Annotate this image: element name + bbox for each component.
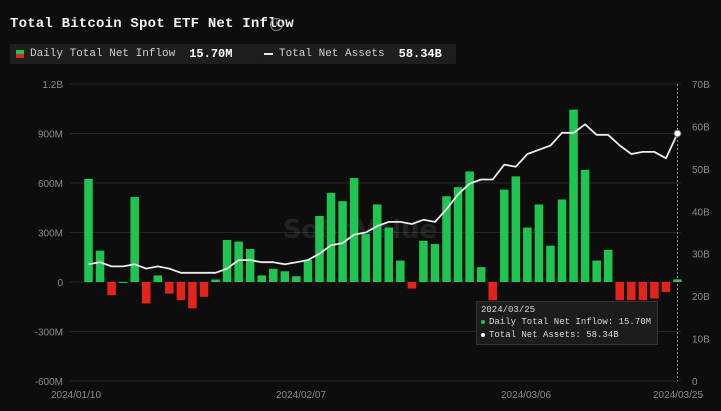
x-tick-label: 2024/03/06 bbox=[501, 390, 551, 401]
bar bbox=[165, 282, 174, 294]
y-right-tick-label: 40B bbox=[692, 207, 710, 218]
bar bbox=[419, 240, 428, 282]
bar bbox=[118, 282, 128, 283]
bar bbox=[580, 169, 590, 282]
x-tick-label: 2024/03/25 bbox=[653, 390, 703, 401]
bar-swatch-icon bbox=[16, 50, 24, 58]
y-right-tick-label: 20B bbox=[692, 292, 710, 303]
bar bbox=[141, 282, 151, 304]
bar bbox=[211, 279, 220, 282]
legend-assets-label: Total Net Assets bbox=[279, 48, 385, 60]
bar bbox=[269, 268, 278, 282]
bar bbox=[222, 239, 232, 282]
bar bbox=[396, 260, 405, 282]
bar bbox=[615, 282, 625, 301]
y-right-tick-label: 30B bbox=[692, 250, 710, 261]
bar bbox=[650, 282, 659, 299]
legend-inflow-label: Daily Total Net Inflow bbox=[30, 48, 176, 60]
y-left-tick-label: -300M bbox=[35, 328, 63, 339]
bar bbox=[430, 244, 440, 282]
bar bbox=[546, 245, 555, 282]
bar bbox=[315, 216, 324, 282]
bar bbox=[338, 201, 347, 282]
bar bbox=[84, 178, 93, 282]
bar bbox=[500, 189, 509, 282]
y-left-tick-label: -600M bbox=[35, 377, 63, 388]
tooltip-assets-row: Total Net Assets: 58.34B bbox=[481, 330, 619, 340]
assets-point bbox=[673, 129, 682, 138]
bar bbox=[303, 259, 313, 282]
bar bbox=[292, 276, 301, 282]
bar bbox=[361, 234, 370, 282]
legend-assets[interactable]: Total Net Assets 58.34B bbox=[258, 44, 456, 64]
bar bbox=[199, 282, 209, 297]
y-left-tick-label: 600M bbox=[38, 179, 63, 190]
line-swatch-icon bbox=[264, 53, 273, 55]
bar bbox=[476, 267, 486, 282]
white-dot-icon bbox=[481, 333, 485, 337]
bar bbox=[176, 282, 186, 301]
bar bbox=[188, 282, 197, 309]
bar bbox=[534, 204, 544, 282]
tooltip-inflow-row: Daily Total Net Inflow: 15.70M bbox=[481, 317, 651, 327]
bar bbox=[488, 282, 497, 301]
bar bbox=[661, 282, 671, 292]
y-left-tick-label: 300M bbox=[38, 229, 63, 240]
y-right-tick-label: 0 bbox=[692, 377, 698, 388]
bar bbox=[638, 282, 648, 301]
bar bbox=[245, 249, 255, 282]
bar bbox=[603, 249, 613, 282]
bar bbox=[627, 282, 636, 301]
bar bbox=[592, 260, 601, 282]
bar bbox=[511, 176, 521, 282]
bar bbox=[349, 178, 359, 282]
tooltip-inflow: Daily Total Net Inflow: 15.70M bbox=[489, 317, 652, 327]
bar bbox=[557, 199, 567, 282]
bar bbox=[153, 275, 163, 282]
x-tick-label: 2024/01/10 bbox=[51, 390, 101, 401]
bar bbox=[465, 171, 474, 282]
bar bbox=[523, 227, 532, 282]
legend-assets-value: 58.34B bbox=[398, 47, 442, 61]
green-dot-icon bbox=[481, 320, 485, 324]
tooltip-assets: Total Net Assets: 58.34B bbox=[489, 330, 619, 340]
y-right-tick-label: 60B bbox=[692, 122, 710, 133]
y-right-tick-label: 10B bbox=[692, 335, 710, 346]
bar bbox=[280, 271, 290, 282]
legend-inflow[interactable]: Daily Total Net Inflow 15.70M bbox=[10, 44, 259, 64]
bar bbox=[372, 204, 382, 282]
bar bbox=[569, 109, 578, 282]
bar bbox=[130, 197, 139, 282]
assets-line bbox=[88, 123, 679, 274]
watermark: SoSoValue bbox=[283, 215, 437, 245]
chart-tooltip: 2024/03/25 Daily Total Net Inflow: 15.70… bbox=[476, 301, 658, 345]
bar bbox=[384, 227, 394, 282]
bar bbox=[407, 282, 417, 289]
y-right-tick-label: 50B bbox=[692, 165, 710, 176]
y-left-tick-label: 0 bbox=[57, 278, 63, 289]
y-left-tick-label: 900M bbox=[38, 130, 63, 141]
bar bbox=[257, 275, 266, 282]
bar bbox=[442, 196, 451, 282]
tooltip-date: 2024/03/25 bbox=[481, 305, 536, 315]
bar bbox=[234, 241, 243, 282]
info-icon[interactable]: i bbox=[270, 18, 283, 31]
bar bbox=[95, 250, 105, 282]
y-left-tick-label: 1.2B bbox=[42, 80, 63, 91]
y-right-tick-label: 70B bbox=[692, 80, 710, 91]
chart-title: Total Bitcoin Spot ETF Net Inflow bbox=[10, 16, 294, 32]
bar bbox=[453, 187, 463, 282]
legend-inflow-value: 15.70M bbox=[189, 47, 233, 61]
bar bbox=[107, 282, 116, 296]
bar bbox=[326, 192, 336, 282]
x-tick-label: 2024/02/07 bbox=[276, 390, 326, 401]
